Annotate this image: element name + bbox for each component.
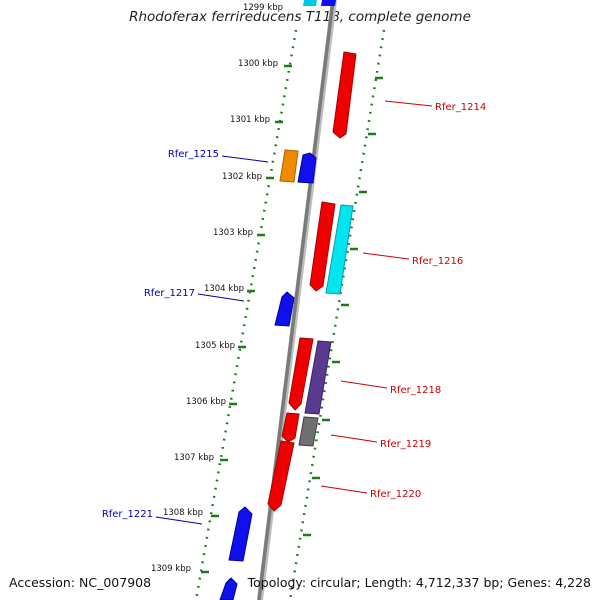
leader-rfer-1221 [155, 516, 203, 525]
label-rfer-1221[interactable]: Rfer_1221 [102, 509, 153, 520]
gene-red-1305[interactable] [288, 337, 314, 411]
label-rfer-1218[interactable]: Rfer_1218 [390, 385, 441, 396]
axis-label-1306: 1306 kbp [186, 397, 226, 407]
axis-label-1307: 1307 kbp [174, 453, 214, 463]
map-title: Rhodoferax ferrireducens T118, complete … [129, 9, 471, 25]
leader-rfer-1220 [320, 485, 368, 494]
axis-label-1304: 1304 kbp [204, 284, 244, 294]
gene-rfer-1215[interactable] [279, 149, 299, 183]
axis-label-1305: 1305 kbp [195, 341, 235, 351]
right-major-ticks [303, 76, 383, 537]
axis-label-1308: 1308 kbp [163, 508, 203, 518]
axis-label-1309: 1309 kbp [151, 564, 191, 574]
label-rfer-1215[interactable]: Rfer_1215 [168, 149, 219, 160]
gene-rfer-1219[interactable] [298, 416, 319, 447]
gene-red-1306[interactable] [281, 412, 300, 443]
genome-summary-text: Topology: circular; Length: 4,712,337 bp… [247, 575, 591, 590]
axis-label-1302: 1302 kbp [222, 172, 262, 182]
gene-red-1303[interactable] [309, 201, 336, 292]
leader-rfer-1219 [330, 434, 378, 443]
leader-rfer-1215 [221, 155, 269, 163]
gene-rfer-1217[interactable] [274, 291, 295, 327]
label-rfer-1220[interactable]: Rfer_1220 [370, 489, 421, 500]
gene-rfer-1221[interactable] [228, 506, 253, 562]
backbone [257, 0, 335, 600]
leader-rfer-1216 [362, 252, 410, 260]
gene-rfer-1214[interactable] [332, 51, 357, 139]
gene-rfer-1220[interactable] [267, 440, 295, 512]
leader-rfer-1217 [197, 293, 245, 302]
leader-rfer-1218 [340, 380, 388, 389]
axis-label-1301: 1301 kbp [230, 115, 270, 125]
label-rfer-1214[interactable]: Rfer_1214 [435, 102, 486, 113]
gene-partial-blue-bottom[interactable] [219, 577, 238, 600]
axis-label-1299: 1299 kbp [243, 3, 283, 13]
gene-blue-1302[interactable] [297, 152, 317, 184]
leader-rfer-1214 [384, 100, 433, 107]
left-tick-rail [194, 29, 298, 600]
accession-text: Accession: NC_007908 [9, 575, 152, 590]
label-rfer-1219[interactable]: Rfer_1219 [380, 439, 431, 450]
axis-label-1300: 1300 kbp [238, 59, 278, 69]
axis-label-1303: 1303 kbp [213, 228, 253, 238]
gene-rfer-1216[interactable] [325, 204, 354, 295]
right-tick-rail [288, 29, 386, 600]
gene-rfer-1218[interactable] [304, 340, 332, 415]
left-major-ticks [201, 64, 292, 574]
gene-partial-cyan-top[interactable] [303, 0, 317, 6]
label-rfer-1216[interactable]: Rfer_1216 [412, 256, 463, 267]
label-rfer-1217[interactable]: Rfer_1217 [144, 288, 195, 299]
gene-partial-blue-top[interactable] [321, 0, 336, 6]
